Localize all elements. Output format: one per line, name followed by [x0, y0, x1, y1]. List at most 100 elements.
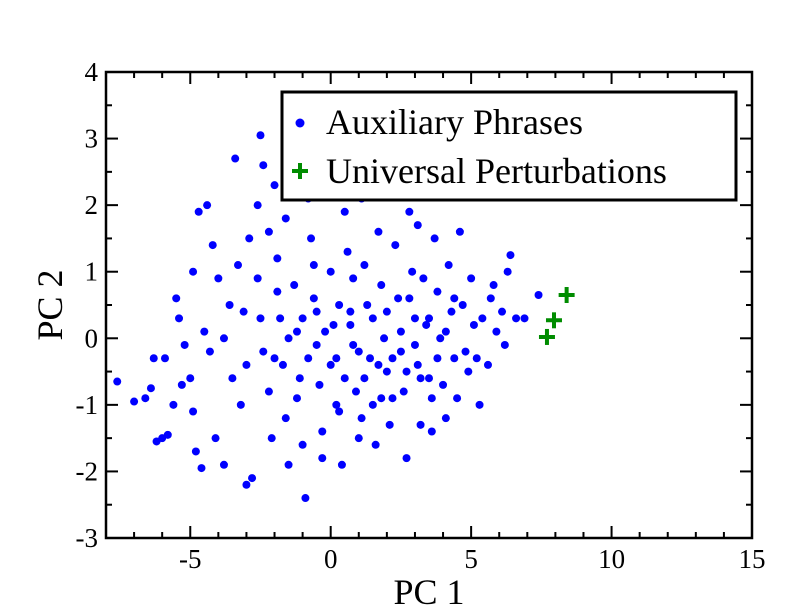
- auxiliary-phrase-point: [335, 301, 344, 309]
- auxiliary-phrase-point: [382, 307, 391, 316]
- auxiliary-phrase-point: [337, 460, 346, 469]
- auxiliary-phrase-point: [335, 407, 344, 416]
- auxiliary-phrase-point: [464, 367, 473, 376]
- auxiliary-phrase-point: [388, 394, 397, 403]
- auxiliary-phrase-point: [292, 327, 301, 336]
- auxiliary-phrase-point: [326, 360, 335, 369]
- auxiliary-phrase-point: [189, 267, 198, 276]
- auxiliary-phrase-point: [469, 320, 478, 329]
- auxiliary-phrase-point: [391, 241, 400, 250]
- auxiliary-phrase-point: [427, 427, 436, 436]
- auxiliary-phrase-point: [130, 397, 139, 406]
- auxiliary-phrase-point: [189, 407, 198, 416]
- y-tick-label: 0: [85, 323, 99, 353]
- auxiliary-phrase-point: [253, 274, 262, 283]
- auxiliary-phrase-point: [450, 354, 459, 363]
- auxiliary-phrase-point: [354, 347, 363, 356]
- auxiliary-phrase-point: [396, 327, 405, 336]
- auxiliary-phrase-point: [458, 301, 467, 309]
- auxiliary-phrase-point: [430, 234, 439, 243]
- auxiliary-phrase-point: [290, 281, 299, 290]
- auxiliary-phrase-point: [385, 420, 394, 429]
- auxiliary-phrase-point: [309, 261, 318, 270]
- auxiliary-phrase-point: [351, 387, 360, 396]
- x-tick-label: 0: [324, 544, 338, 574]
- auxiliary-phrase-point: [413, 360, 422, 369]
- auxiliary-phrase-point: [475, 400, 484, 409]
- auxiliary-phrase-point: [309, 294, 318, 303]
- auxiliary-phrase-point: [273, 254, 282, 263]
- auxiliary-phrase-point: [264, 387, 273, 396]
- auxiliary-phrase-point: [239, 307, 248, 316]
- auxiliary-phrase-point: [242, 480, 251, 489]
- auxiliary-phrase-point: [270, 181, 279, 190]
- auxiliary-phrase-point: [273, 287, 282, 296]
- y-tick-label: -3: [76, 523, 99, 553]
- auxiliary-phrase-point: [349, 340, 358, 349]
- auxiliary-phrase-point: [200, 327, 209, 336]
- auxiliary-phrase-point: [377, 394, 386, 403]
- auxiliary-phrase-point: [377, 281, 386, 290]
- auxiliary-phrase-point: [259, 161, 268, 170]
- auxiliary-phrase-point: [340, 374, 349, 383]
- auxiliary-phrase-point: [301, 494, 310, 503]
- y-tick-label: 2: [85, 190, 99, 220]
- auxiliary-phrase-point: [413, 221, 422, 230]
- universal-perturbation-point: [545, 312, 562, 329]
- auxiliary-phrase-point: [253, 201, 262, 210]
- auxiliary-phrase-point: [295, 374, 304, 383]
- auxiliary-phrase-point: [425, 374, 433, 383]
- auxiliary-phrase-point: [483, 360, 492, 369]
- auxiliary-phrase-point: [284, 460, 293, 469]
- auxiliary-phrase-point: [433, 354, 442, 363]
- auxiliary-phrase-point: [175, 314, 184, 323]
- auxiliary-phrase-point: [408, 267, 417, 276]
- auxiliary-phrase-point: [113, 377, 122, 386]
- auxiliary-phrase-point: [180, 340, 189, 349]
- auxiliary-phrase-point: [191, 447, 200, 456]
- auxiliary-phrase-point: [388, 354, 397, 363]
- auxiliary-phrase-point: [256, 314, 265, 323]
- auxiliary-phrase-point: [368, 400, 377, 409]
- auxiliary-phrase-point: [312, 340, 321, 349]
- auxiliary-phrase-point: [242, 360, 251, 369]
- auxiliary-phrase-point: [281, 214, 290, 223]
- auxiliary-phrase-point: [169, 400, 178, 409]
- auxiliary-phrase-point: [346, 320, 355, 329]
- auxiliary-phrase-point: [349, 274, 358, 283]
- auxiliary-phrase-point: [439, 380, 448, 389]
- auxiliary-phrase-point: [304, 354, 313, 363]
- auxiliary-phrase-point: [312, 307, 321, 316]
- auxiliary-phrase-point: [436, 334, 445, 343]
- universal-perturbation-point: [538, 328, 555, 345]
- auxiliary-phrase-point: [326, 267, 335, 276]
- auxiliary-phrase-point: [500, 340, 509, 349]
- auxiliary-phrase-point: [276, 314, 285, 323]
- auxiliary-phrase-point: [211, 434, 220, 443]
- auxiliary-phrase-point: [444, 261, 453, 270]
- auxiliary-phrase-point: [318, 427, 327, 436]
- auxiliary-phrase-point: [416, 374, 425, 383]
- x-tick-label: 15: [739, 544, 766, 574]
- auxiliary-phrase-point: [219, 460, 228, 469]
- auxiliary-phrase-point: [447, 307, 456, 316]
- auxiliary-phrase-point: [382, 367, 391, 376]
- auxiliary-phrase-point: [284, 334, 293, 343]
- auxiliary-phrase-point: [492, 327, 501, 336]
- auxiliary-phrase-point: [245, 234, 254, 243]
- legend-label-auxiliary-phrases: Auxiliary Phrases: [326, 102, 583, 142]
- auxiliary-phrase-point: [360, 374, 369, 383]
- auxiliary-phrase-point: [278, 360, 287, 369]
- auxiliary-phrase-point: [363, 301, 372, 309]
- auxiliary-phrase-point: [425, 314, 433, 323]
- x-tick-label: 5: [464, 544, 478, 574]
- ticks-layer: -5 0 5 10 15 -3 -2 -1 0 1 2 3 4: [76, 57, 766, 574]
- auxiliary-phrase-point: [396, 347, 405, 356]
- auxiliary-phrase-point: [360, 261, 369, 270]
- auxiliary-phrase-point: [450, 294, 459, 303]
- auxiliary-phrase-point: [472, 354, 481, 363]
- auxiliary-phrase-point: [329, 320, 338, 329]
- auxiliary-phrase-point: [461, 347, 470, 356]
- points-layer: [113, 131, 575, 503]
- auxiliary-phrase-point: [402, 454, 411, 463]
